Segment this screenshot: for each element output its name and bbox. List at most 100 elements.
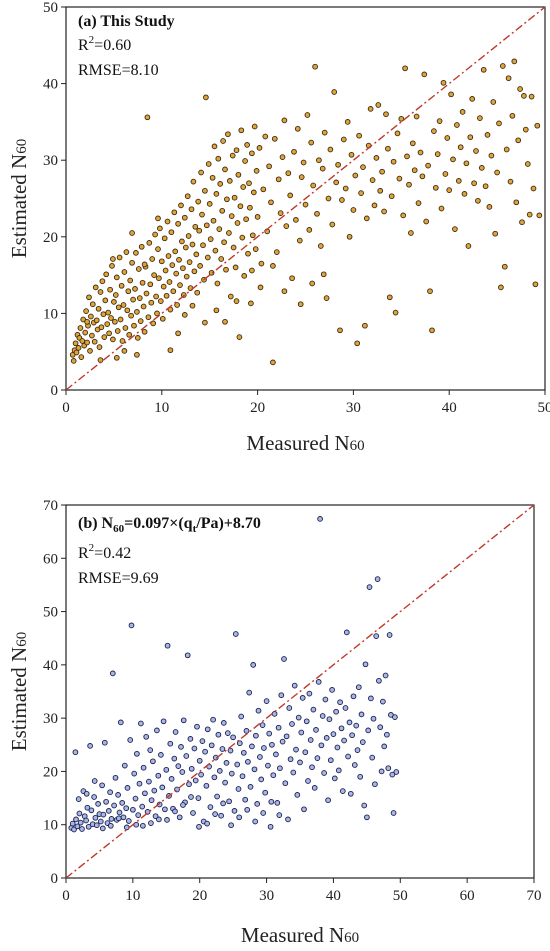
data-point-a [262,133,269,140]
data-point-b [370,715,377,722]
data-point-a [100,311,107,318]
data-point-a [112,318,118,325]
data-point-a [153,293,159,300]
data-point-b [71,826,77,833]
x-tick-label-b: 60 [460,888,475,904]
data-point-b [160,718,167,725]
data-point-b [374,576,381,582]
data-point-a [521,93,527,99]
data-point-a [193,251,200,258]
data-point-a [371,202,378,209]
data-point-a [166,279,173,285]
data-point-b [187,736,194,742]
data-point-b [224,730,231,736]
data-point-b [349,732,355,739]
data-point-a [235,171,242,178]
x-tick-label-a: 10 [154,400,169,416]
data-point-a [146,240,153,246]
data-point-b [301,806,307,813]
data-point-b [266,730,273,737]
data-point-a [503,146,510,153]
data-point-a [400,212,407,219]
data-point-a [177,282,183,288]
x-axis-ticks-a: 0 10 20 30 40 50 [62,390,550,416]
data-point-a [281,117,288,124]
data-point-a [75,345,82,351]
data-point-a [294,125,301,132]
data-point-a [477,115,483,121]
data-point-b [127,737,134,743]
panel-label-b-rest: =0.097×(q [124,515,193,532]
data-point-a [144,114,151,121]
data-point-b [376,677,382,684]
data-point-a [108,315,114,321]
data-point-a [425,162,431,169]
data-point-b [321,770,327,776]
data-point-a [415,200,422,206]
data-point-b [117,719,124,726]
data-point-b [236,740,243,747]
data-point-b [142,790,148,797]
data-point-b [222,779,228,786]
data-point-a [473,148,479,154]
data-point-a [77,325,84,331]
data-point-a [249,267,255,274]
data-point-a [454,122,460,128]
data-point-b [226,798,232,805]
data-point-a [211,143,218,150]
data-point-b [131,770,138,777]
data-point-a [99,278,106,285]
data-point-a [189,302,196,309]
data-point-a [123,249,130,255]
data-point-b [191,745,198,752]
data-point-a [96,344,103,350]
data-point-a [157,298,164,304]
data-point-b [171,755,178,762]
data-point-b [287,756,294,763]
data-point-a [431,128,437,134]
data-point-b [91,794,97,800]
data-point-a [492,230,499,237]
data-point-a [440,79,447,86]
data-point-a [306,227,313,233]
data-point-a [82,329,89,336]
x-tick-label-a: 40 [442,400,457,416]
data-point-b [150,758,156,765]
data-point-b [204,726,211,733]
x-tick-label-a: 50 [538,400,550,416]
data-point-a [373,155,380,161]
data-point-a [427,288,433,295]
panel-label-b: (b) N60=0.097×(qt/Pa)+8.70 [78,515,261,535]
data-point-b [207,804,214,810]
data-point-b [147,747,154,753]
data-point-a [220,138,226,144]
data-point-a [346,233,353,240]
data-point-b [215,731,222,738]
data-point-a [129,259,135,266]
data-point-a [534,122,541,129]
data-point-b [130,806,136,813]
data-point-a [111,299,117,305]
data-point-a [213,307,220,314]
data-point-a [532,281,539,288]
x-tick-label-b: 70 [527,888,542,904]
data-point-a [222,318,228,325]
data-point-b [188,765,195,772]
data-point-a [178,202,184,209]
data-point-b [389,771,396,778]
data-point-a [165,253,172,259]
rmse-a-name: RMSE [78,62,122,79]
data-point-a [536,212,543,219]
data-point-a [140,303,147,310]
panel-label-b-sub2: t [193,523,197,535]
rmse-b: RMSE=9.69 [78,570,159,587]
data-point-a [333,179,340,186]
data-point-a [490,99,497,105]
data-point-b [74,823,81,830]
data-point-b [318,742,325,749]
data-point-a [249,150,255,157]
data-point-b [85,823,92,830]
data-point-a [417,149,424,156]
data-point-b [322,696,329,703]
